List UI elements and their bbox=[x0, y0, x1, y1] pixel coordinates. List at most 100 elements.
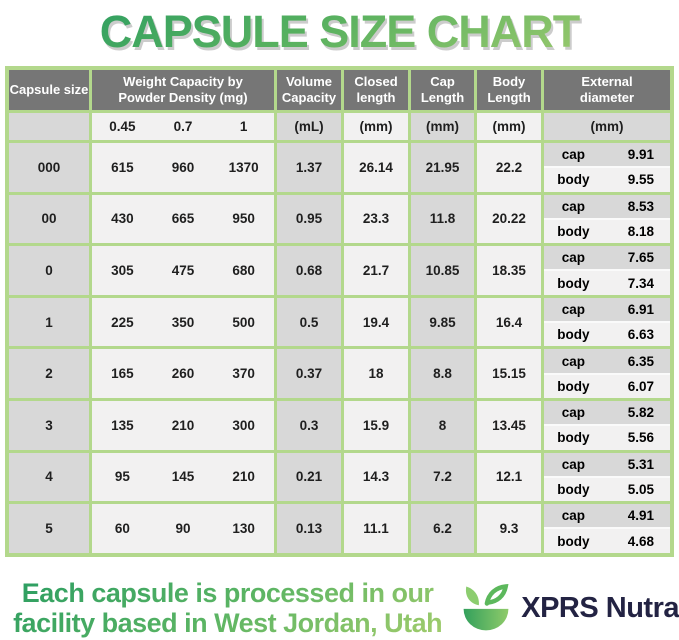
subheader-empty bbox=[9, 113, 89, 140]
cell-closed-length: 18 bbox=[344, 349, 408, 398]
cell-cap-length: 11.8 bbox=[411, 194, 474, 244]
cell-weights: 305 475 680 bbox=[92, 246, 274, 295]
cell-closed-length: 23.3 bbox=[344, 194, 408, 244]
header-closed-length: Closed length bbox=[344, 70, 408, 110]
cell-body-length: 20.22 bbox=[477, 194, 541, 244]
cell-volume: 0.68 bbox=[277, 246, 341, 295]
cell-capsule-size: 0 bbox=[9, 246, 89, 295]
body-diameter: 5.05 bbox=[627, 482, 654, 497]
cell-external-diameter: cap 7.65 body 7.34 bbox=[544, 246, 670, 295]
cap-diameter: 4.91 bbox=[627, 508, 654, 524]
cap-label: cap bbox=[561, 147, 586, 163]
cell-volume: 0.3 bbox=[277, 400, 341, 450]
subheader-external-unit: (mm) bbox=[544, 113, 670, 140]
cell-body-length: 12.1 bbox=[477, 452, 541, 502]
cell-body-length: 13.45 bbox=[477, 400, 541, 450]
brand-name: XPRS Nutra bbox=[521, 591, 679, 624]
cell-cap-length: 10.85 bbox=[411, 246, 474, 295]
cell-capsule-size: 2 bbox=[9, 349, 89, 398]
cell-cap-length: 6.2 bbox=[411, 504, 474, 553]
cap-label: cap bbox=[561, 250, 586, 266]
cell-volume: 0.5 bbox=[277, 297, 341, 347]
body-label: body bbox=[557, 224, 590, 240]
cap-label: cap bbox=[561, 198, 586, 214]
body-diameter: 7.34 bbox=[627, 275, 654, 291]
cap-diameter: 7.65 bbox=[627, 250, 654, 266]
cap-diameter: 6.35 bbox=[627, 353, 654, 369]
cell-closed-length: 26.14 bbox=[344, 143, 408, 192]
body-label: body bbox=[557, 430, 590, 446]
subheader-cap-unit: (mm) bbox=[411, 113, 474, 140]
cell-volume: 0.37 bbox=[277, 349, 341, 398]
footer: Each capsule is processed in our facilit… bbox=[0, 570, 679, 640]
cell-body-length: 22.2 bbox=[477, 143, 541, 192]
body-label: body bbox=[557, 275, 590, 291]
body-diameter: 4.68 bbox=[627, 533, 654, 549]
cell-cap-length: 21.95 bbox=[411, 143, 474, 192]
brand-lockup: XPRS Nutra bbox=[457, 582, 679, 634]
body-label: body bbox=[557, 482, 590, 497]
cell-closed-length: 19.4 bbox=[344, 297, 408, 347]
cap-diameter: 8.53 bbox=[627, 198, 654, 214]
cell-external-diameter: cap 8.53 body 8.18 bbox=[544, 194, 670, 244]
cell-volume: 1.37 bbox=[277, 143, 341, 192]
cell-weights: 430 665 950 bbox=[92, 194, 274, 244]
cell-closed-length: 21.7 bbox=[344, 246, 408, 295]
header-weight-capacity: Weight Capacity by Powder Density (mg) bbox=[92, 70, 274, 110]
cell-capsule-size: 1 bbox=[9, 297, 89, 347]
subheader-body-unit: (mm) bbox=[477, 113, 541, 140]
subheader-closed-unit: (mm) bbox=[344, 113, 408, 140]
subheader-densities: 0.45 0.7 1 bbox=[92, 113, 274, 140]
cell-external-diameter: cap 4.91 body 4.68 bbox=[544, 504, 670, 553]
body-label: body bbox=[557, 172, 590, 188]
cell-weights: 60 90 130 bbox=[92, 504, 274, 553]
body-label: body bbox=[557, 533, 590, 549]
cell-weights: 225 350 500 bbox=[92, 297, 274, 347]
cell-volume: 0.21 bbox=[277, 452, 341, 502]
cell-weights: 135 210 300 bbox=[92, 400, 274, 450]
cap-diameter: 9.91 bbox=[627, 147, 654, 163]
cap-diameter: 5.82 bbox=[627, 405, 654, 421]
body-diameter: 9.55 bbox=[627, 172, 654, 188]
header-capsule-size: Capsule size bbox=[9, 70, 89, 110]
cell-capsule-size: 3 bbox=[9, 400, 89, 450]
cell-cap-length: 9.85 bbox=[411, 297, 474, 347]
footer-note: Each capsule is processed in our facilit… bbox=[0, 578, 455, 638]
cell-external-diameter: cap 6.91 body 6.63 bbox=[544, 297, 670, 347]
cell-body-length: 16.4 bbox=[477, 297, 541, 347]
cell-volume: 0.95 bbox=[277, 194, 341, 244]
cell-capsule-size: 00 bbox=[9, 194, 89, 244]
cell-closed-length: 15.9 bbox=[344, 400, 408, 450]
cell-body-length: 15.15 bbox=[477, 349, 541, 398]
cell-closed-length: 11.1 bbox=[344, 504, 408, 553]
cell-capsule-size: 000 bbox=[9, 143, 89, 192]
header-volume-capacity: Volume Capacity bbox=[277, 70, 341, 110]
body-diameter: 8.18 bbox=[627, 224, 654, 240]
cell-body-length: 9.3 bbox=[477, 504, 541, 553]
header-external-diameter: External diameter bbox=[544, 70, 670, 110]
page-title: CAPSULE SIZE CHART bbox=[0, 0, 679, 58]
body-diameter: 5.56 bbox=[627, 430, 654, 446]
cell-body-length: 18.35 bbox=[477, 246, 541, 295]
subheader-volume-unit: (mL) bbox=[277, 113, 341, 140]
cap-label: cap bbox=[561, 353, 586, 369]
cap-label: cap bbox=[561, 508, 586, 524]
body-diameter: 6.07 bbox=[627, 378, 654, 394]
cell-weights: 165 260 370 bbox=[92, 349, 274, 398]
cap-diameter: 6.91 bbox=[627, 301, 654, 317]
cell-cap-length: 7.2 bbox=[411, 452, 474, 502]
cell-closed-length: 14.3 bbox=[344, 452, 408, 502]
body-label: body bbox=[557, 378, 590, 394]
cell-cap-length: 8 bbox=[411, 400, 474, 450]
cell-external-diameter: cap 9.91 body 9.55 bbox=[544, 143, 670, 192]
cell-weights: 615 960 1370 bbox=[92, 143, 274, 192]
cell-external-diameter: cap 5.31 body 5.05 bbox=[544, 452, 670, 502]
cap-label: cap bbox=[561, 456, 586, 472]
cell-capsule-size: 4 bbox=[9, 452, 89, 502]
capsule-size-table: Capsule size Weight Capacity by Powder De… bbox=[5, 66, 674, 557]
body-label: body bbox=[557, 327, 590, 343]
cell-cap-length: 8.8 bbox=[411, 349, 474, 398]
header-body-length: Body Length bbox=[477, 70, 541, 110]
xprs-nutra-logo-icon bbox=[463, 583, 509, 631]
